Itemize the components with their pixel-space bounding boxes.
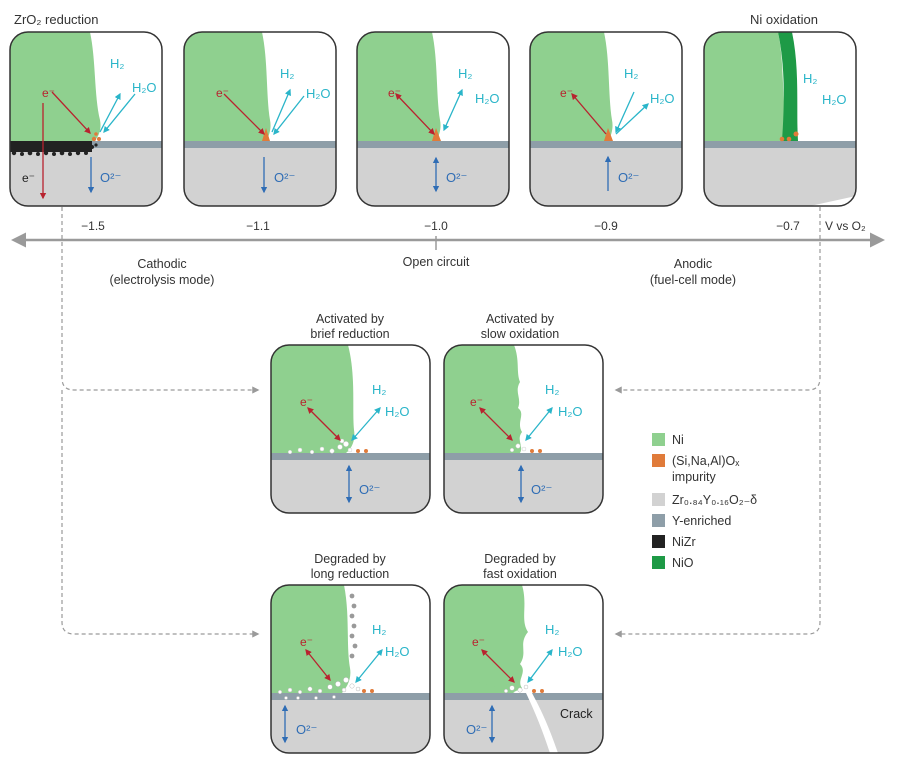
panel-top-2: e⁻ H₂ H₂O O²⁻	[183, 31, 337, 207]
nio-layer	[778, 32, 798, 141]
panel-degraded-oxidation: Degraded by fast oxidation e⁻ H₂ H₂O O²⁻…	[443, 552, 604, 754]
panel-top-5: Ni oxidation H₂ H₂O	[703, 12, 857, 207]
potential-4: −0.9	[594, 219, 618, 233]
legend-ni: Ni	[672, 433, 684, 447]
panel-top-4: e⁻ H₂ H₂O O²⁻	[529, 31, 683, 207]
nizr-layer	[10, 141, 92, 152]
nizr-dots	[11, 143, 98, 156]
oxide-label: O²⁻	[296, 722, 317, 737]
h2o-arrow	[103, 93, 136, 134]
h2-label: H₂	[372, 622, 386, 637]
panel-title-line1: Degraded by	[484, 552, 556, 566]
oxide-label: O²⁻	[618, 170, 639, 185]
ni-particle	[10, 32, 101, 141]
panel-title-line2: slow oxidation	[481, 327, 560, 341]
electron-label: e⁻	[42, 86, 55, 100]
crack-label: Crack	[560, 707, 593, 721]
ysz-electrolyte	[10, 148, 162, 206]
legend-swatch-nizr	[652, 535, 665, 548]
oxide-label: O²⁻	[466, 722, 487, 737]
h2-label: H₂	[458, 66, 472, 81]
cathodic-label: Cathodic	[137, 257, 186, 271]
h2o-label: H₂O	[558, 644, 583, 659]
h2o-label: H₂O	[306, 86, 331, 101]
oxide-label: O²⁻	[446, 170, 467, 185]
h2-label: H₂	[372, 382, 386, 397]
h2-label: H₂	[110, 56, 124, 71]
panel-title-line2: long reduction	[311, 567, 390, 581]
electron-label: e⁻	[560, 86, 573, 100]
legend-swatch-y-enriched	[652, 514, 665, 527]
legend-swatch-impurity	[652, 454, 665, 467]
panel-title-line2: fast oxidation	[483, 567, 557, 581]
h2-arrow	[99, 92, 121, 133]
anodic-label: Anodic	[674, 257, 712, 271]
h2o-label: H₂O	[475, 91, 500, 106]
electron-arrow	[51, 91, 91, 134]
electron-label-ysz: e⁻	[22, 171, 35, 185]
legend-swatch-ysz	[652, 493, 665, 506]
impurity-particles	[91, 132, 101, 142]
panel-top-1: ZrO₂ reduction e⁻ e⁻ H₂ H₂O O²⁻	[9, 12, 163, 207]
h2-label: H₂	[803, 71, 817, 86]
oxide-label: O²⁻	[274, 170, 295, 185]
legend-nizr: NiZr	[672, 535, 696, 549]
h2o-label: H₂O	[650, 91, 675, 106]
oxide-label: O²⁻	[531, 482, 552, 497]
potential-axis: −1.5 −1.1 −1.0 −0.9 −0.7 V vs O₂ Cathodi…	[10, 219, 885, 287]
fuel-cell-mode-label: (fuel-cell mode)	[650, 273, 736, 287]
h2o-label: H₂O	[385, 404, 410, 419]
panel-title-line1: Degraded by	[314, 552, 386, 566]
potential-5: −0.7	[776, 219, 800, 233]
panel-top-3: e⁻ H₂ H₂O O²⁻	[356, 31, 510, 207]
potential-2: −1.1	[246, 219, 270, 233]
h2o-label: H₂O	[132, 80, 157, 95]
panel-degraded-reduction: Degraded by long reduction e⁻	[270, 552, 431, 754]
h2-label: H₂	[545, 622, 559, 637]
h2o-label: H₂O	[822, 92, 847, 107]
crack	[526, 693, 558, 753]
electron-label: e⁻	[470, 395, 483, 409]
panel-activated-reduction: Activated by brief reduction e⁻ H₂ H₂O O…	[270, 312, 431, 514]
h2o-label: H₂O	[558, 404, 583, 419]
axis-label: V vs O₂	[825, 219, 866, 233]
electrolysis-mode-label: (electrolysis mode)	[110, 273, 215, 287]
legend-impurity-line2: impurity	[672, 470, 717, 484]
legend-impurity: (Si,Na,Al)Oₓ	[672, 454, 740, 468]
panel-title-line2: brief reduction	[310, 327, 389, 341]
dashed-connectors	[61, 207, 821, 638]
electron-label: e⁻	[300, 635, 313, 649]
electron-label: e⁻	[472, 635, 485, 649]
h2-label: H₂	[280, 66, 294, 81]
panel-top-5-title: Ni oxidation	[750, 12, 818, 27]
legend-ysz: Zr₀.₈₄Y₀.₁₆O₂₋δ	[672, 493, 757, 507]
legend: Ni (Si,Na,Al)Oₓ impurity Zr₀.₈₄Y₀.₁₆O₂₋δ…	[652, 433, 757, 570]
h2-label: H₂	[545, 382, 559, 397]
potential-3: −1.0	[424, 219, 448, 233]
legend-swatch-ni	[652, 433, 665, 446]
legend-y-enriched: Y-enriched	[672, 514, 731, 528]
legend-swatch-nio	[652, 556, 665, 569]
panel-activated-oxidation: Activated by slow oxidation e⁻ H₂ H₂O O²…	[443, 312, 604, 514]
legend-nio: NiO	[672, 556, 694, 570]
h2-label: H₂	[624, 66, 638, 81]
oxide-label: O²⁻	[100, 170, 121, 185]
potential-1: −1.5	[81, 219, 105, 233]
h2o-label: H₂O	[385, 644, 410, 659]
panel-top-1-title: ZrO₂ reduction	[14, 12, 99, 27]
panel-title-line1: Activated by	[486, 312, 555, 326]
panel-title-line1: Activated by	[316, 312, 385, 326]
electron-label: e⁻	[300, 395, 313, 409]
open-circuit-label: Open circuit	[403, 255, 470, 269]
oxide-label: O²⁻	[359, 482, 380, 497]
